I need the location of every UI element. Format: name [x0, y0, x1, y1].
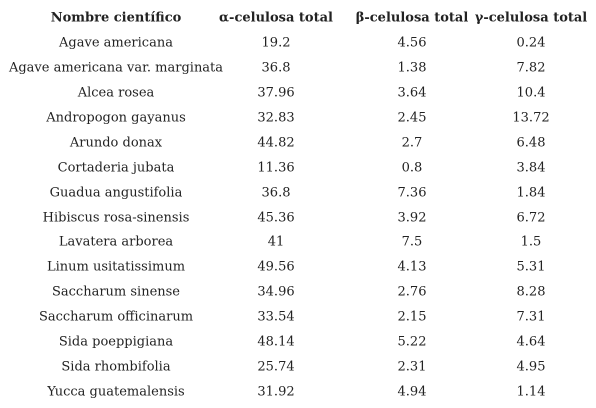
cell-value: 5.31: [516, 259, 546, 275]
cell-value: 7.82: [516, 60, 546, 76]
cell-value: 34.96: [257, 284, 295, 300]
cell-value: 19.2: [261, 35, 291, 51]
species-name: Linum usitatissimum: [46, 259, 186, 275]
cell-value: 3.84: [516, 160, 546, 176]
cell-value: 2.31: [397, 359, 427, 375]
species-name: Yucca guatemalensis: [47, 384, 185, 400]
cell-value: 1.14: [516, 384, 546, 400]
species-name: Sida poeppigiana: [58, 334, 174, 350]
species-name: Cortaderia jubata: [57, 160, 175, 176]
cell-value: 7.36: [397, 185, 427, 201]
cell-value: 4.56: [397, 35, 427, 51]
cell-value: 2.7: [401, 135, 423, 151]
cell-value: 6.48: [516, 135, 546, 151]
species-name: Saccharum officinarum: [38, 309, 194, 325]
cell-value: 5.22: [397, 334, 427, 350]
cell-value: 4.13: [397, 259, 427, 275]
cell-value: 13.72: [512, 110, 550, 126]
column-header: α-celulosa total: [219, 10, 333, 26]
cell-value: 4.95: [516, 359, 546, 375]
species-name: Arundo donax: [69, 135, 163, 151]
cell-value: 36.8: [261, 185, 291, 201]
species-name: Andropogon gayanus: [46, 110, 186, 126]
cell-value: 7.5: [401, 234, 423, 250]
cell-value: 32.83: [257, 110, 295, 126]
cell-value: 6.72: [516, 210, 546, 225]
cell-value: 8.28: [516, 284, 546, 300]
cell-value: 48.14: [257, 334, 295, 350]
cell-value: 33.54: [257, 309, 295, 325]
cell-value: 4.64: [516, 334, 546, 350]
cell-value: 25.74: [257, 359, 295, 375]
cell-value: 44.82: [257, 135, 295, 151]
cell-value: 41: [267, 234, 285, 250]
cell-value: 3.64: [397, 85, 427, 101]
species-name: Sida rhombifolia: [61, 359, 171, 375]
species-name: Agave americana var. marginata: [8, 60, 224, 76]
cell-value: 1.84: [516, 185, 546, 201]
cell-value: 36.8: [261, 60, 291, 76]
cell-value: 2.76: [397, 284, 427, 300]
species-name: Hibiscus rosa-sinensis: [42, 210, 190, 225]
column-header: γ-celulosa total: [474, 10, 588, 26]
cell-value: 10.4: [516, 85, 546, 101]
cell-value: 3.92: [397, 210, 427, 225]
species-name: Saccharum sinense: [51, 284, 181, 300]
cell-value: 11.36: [257, 160, 295, 176]
cell-value: 0.8: [401, 160, 423, 176]
cell-value: 45.36: [257, 210, 295, 225]
cell-value: 1.5: [520, 234, 542, 250]
cell-value: 49.56: [257, 259, 295, 275]
species-name: Guadua angustifolia: [49, 185, 183, 201]
species-name: Alcea rosea: [77, 85, 155, 101]
cell-value: 7.31: [516, 309, 546, 325]
column-header: β-celulosa total: [355, 10, 469, 26]
cell-value: 0.24: [516, 35, 546, 51]
species-name: Agave americana: [59, 35, 173, 51]
cell-value: 37.96: [257, 85, 295, 101]
cell-value: 2.15: [397, 309, 427, 325]
cell-value: 31.92: [257, 384, 295, 400]
cell-value: 2.45: [397, 110, 427, 126]
column-header: Nombre científico: [50, 10, 182, 26]
cell-value: 4.94: [397, 384, 427, 400]
cell-value: 1.38: [397, 60, 427, 76]
species-name: Lavatera arborea: [58, 234, 174, 250]
